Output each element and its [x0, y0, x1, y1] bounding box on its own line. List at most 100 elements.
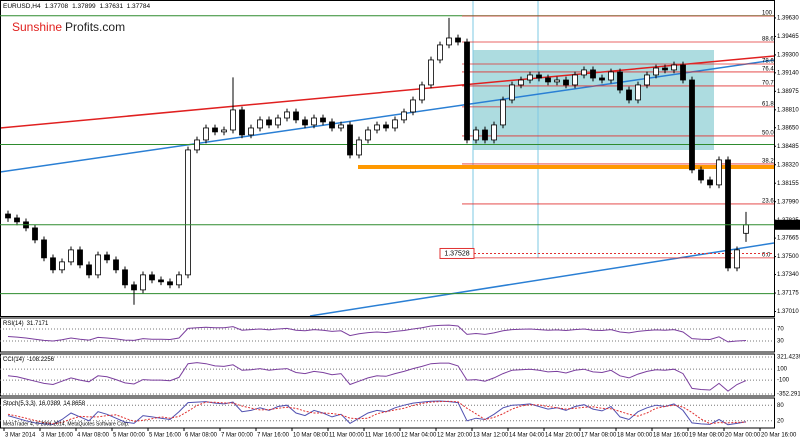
- candle-body: [428, 59, 434, 86]
- header: EURUSD,H4 1.37708 1.37899 1.37631 1.37784: [3, 3, 150, 10]
- candle-body: [536, 74, 542, 79]
- candle-body: [563, 79, 569, 86]
- x-tick-label: 13 Mar 12:00: [473, 433, 509, 439]
- fibonacci-label: 61.8: [762, 101, 774, 107]
- fibonacci-label: 78.6: [762, 59, 774, 65]
- candle-body: [140, 274, 146, 291]
- brand: Sunshine Profits.com: [12, 20, 125, 34]
- panel-title: CCI(14) -108.2256: [3, 357, 55, 363]
- y-tick-label: 1.38650: [777, 125, 799, 131]
- panel-frame: [0, 317, 775, 353]
- trend-line: [309, 242, 775, 317]
- candle-body: [608, 71, 614, 81]
- x-tick-label: 7 Mar 00:00: [221, 433, 254, 439]
- y-tick-label: 1.38975: [777, 89, 799, 95]
- candle-body: [545, 77, 551, 83]
- fibonacci-label: 0.0: [762, 252, 771, 258]
- candle-body: [77, 249, 83, 266]
- panel-value: -108.2256: [27, 357, 55, 363]
- x-tick-label: 3 Mar 2014: [5, 433, 36, 439]
- candle-body: [41, 239, 47, 259]
- candle-body: [500, 99, 506, 126]
- x-tick-label: 20 Mar 00:00: [725, 433, 761, 439]
- candle-body: [410, 99, 416, 113]
- x-tick-label: 12 Mar 04:00: [401, 433, 437, 439]
- y-tick-label: 1.39465: [777, 34, 799, 40]
- ohlc-value: 1.37708: [45, 3, 69, 10]
- y-tick-label: 1.37990: [777, 199, 799, 205]
- y-tick-label: 1.37340: [777, 272, 799, 278]
- candle-body: [347, 124, 353, 156]
- candle-body: [743, 224, 749, 234]
- candle-body: [50, 257, 56, 271]
- y-tick-label: 1.37010: [777, 309, 799, 315]
- panel-value: 16.0389: [39, 401, 61, 407]
- fibonacci-label: 70.7: [762, 81, 774, 87]
- candle-body: [635, 84, 641, 101]
- candle-body: [230, 109, 236, 131]
- annotation-box: [439, 247, 475, 259]
- candle-body: [446, 37, 452, 46]
- candle-body: [14, 217, 20, 223]
- brand-part: Profits.com: [65, 20, 125, 34]
- panel-frame: [0, 397, 775, 429]
- x-tick-label: 19 Mar 08:00: [689, 433, 725, 439]
- panel-tick-label: -100: [777, 378, 790, 384]
- candle-body: [419, 84, 425, 101]
- candle-body: [716, 159, 722, 186]
- candle-body: [401, 111, 407, 121]
- fibonacci-label: 100: [762, 11, 773, 17]
- candle-body: [293, 111, 299, 121]
- x-tick-label: 14 Mar 20:00: [545, 433, 581, 439]
- y-tick-label: 1.37500: [777, 254, 799, 260]
- candle-body: [725, 159, 731, 269]
- candle-body: [581, 69, 587, 76]
- x-tick-label: 18 Mar 16:00: [653, 433, 689, 439]
- candle-body: [671, 64, 677, 71]
- candle-body: [455, 37, 461, 43]
- panel-tick-label: 100: [777, 367, 788, 373]
- panel-tick-label: 321.4239: [777, 355, 800, 361]
- panel-value: 14.8658: [63, 401, 85, 407]
- candle-body: [626, 89, 632, 101]
- plot-frame: [0, 0, 775, 317]
- candle-body: [365, 129, 371, 141]
- candle-body: [86, 264, 92, 276]
- x-tick-label: 11 Mar 00:00: [329, 433, 365, 439]
- y-tick-label: 1.39300: [777, 52, 799, 58]
- y-tick-label: 1.38320: [777, 162, 799, 168]
- candle-body: [653, 67, 659, 76]
- candle-body: [104, 254, 110, 261]
- panel-name: CCI(14): [3, 357, 24, 363]
- candle-body: [158, 279, 164, 283]
- candle-body: [5, 213, 11, 219]
- indicator-line: [7, 400, 747, 425]
- candle-body: [32, 227, 38, 241]
- candle-body: [131, 284, 137, 291]
- y-tick-label: 1.37665: [777, 236, 799, 242]
- candle-body: [572, 74, 578, 86]
- y-tick-label: 1.38810: [777, 107, 799, 113]
- copyright: MetaTrader 4, © 2001-2014, MetaQuotes So…: [3, 420, 129, 427]
- candle-body: [527, 74, 533, 81]
- panel-title: RSI(14) 31.7171: [3, 321, 49, 327]
- x-tick-label: 6 Mar 08:00: [185, 433, 218, 439]
- current-price-label: 1.37784: [777, 222, 799, 228]
- candle-body: [473, 129, 479, 141]
- candle-body: [266, 119, 272, 126]
- fibonacci-label: 50.0: [762, 131, 774, 137]
- candle-body: [680, 64, 686, 81]
- panel-title: Stoch(5,3,3) 16.0389 14.8658: [3, 401, 86, 407]
- candle-body: [482, 129, 488, 141]
- candle-body: [491, 124, 497, 141]
- y-tick-label: 1.37175: [777, 291, 799, 297]
- candle-body: [392, 119, 398, 129]
- panel-name: Stoch(5,3,3): [3, 401, 36, 407]
- candle-body: [113, 259, 119, 271]
- candle-body: [518, 79, 524, 86]
- panel-name: RSI(14): [3, 321, 24, 327]
- candle-body: [698, 169, 704, 181]
- candle-body: [509, 84, 515, 101]
- ohlc-value: 1.37631: [100, 3, 124, 10]
